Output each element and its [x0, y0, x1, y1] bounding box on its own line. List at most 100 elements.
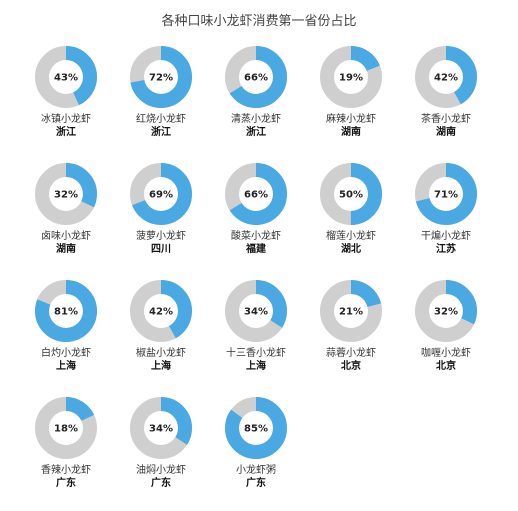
donut-value-arc: [320, 46, 382, 108]
donut-percent-label: 71%: [434, 190, 458, 201]
donut-percent-label: 32%: [434, 307, 458, 318]
donut-chart: 21%: [320, 280, 382, 342]
donut-chart: 71%: [415, 163, 477, 225]
donut-percent-label: 72%: [149, 73, 173, 84]
province-name: 上海: [151, 361, 171, 372]
flavor-name: 油焖小龙虾: [136, 465, 186, 476]
donut-percent-label: 69%: [149, 190, 173, 201]
donut-chart: 85%: [225, 397, 287, 459]
donut-value-arc: [35, 280, 97, 342]
province-name: 湖南: [56, 244, 76, 255]
donut-chart: 66%: [225, 46, 287, 108]
donut-item: 32% 卤味小龙虾湖南: [18, 162, 114, 266]
donut-value-arc: [35, 163, 97, 225]
flavor-name: 蒜蓉小龙虾: [326, 348, 376, 359]
flavor-name: 麻辣小龙虾: [326, 114, 376, 125]
flavor-name: 香辣小龙虾: [41, 465, 91, 476]
donut-item: 34% 油焖小龙虾广东: [113, 396, 209, 500]
donut-item: 85% 小龙虾粥广东: [208, 396, 304, 500]
flavor-name: 白灼小龙虾: [41, 348, 91, 359]
donut-item: 81% 白灼小龙虾上海: [18, 279, 114, 383]
donut-value-arc: [35, 46, 97, 108]
province-name: 广东: [56, 478, 76, 489]
donut-value-arc: [415, 163, 477, 225]
donut-chart: 72%: [130, 46, 192, 108]
donut-percent-label: 34%: [149, 424, 173, 435]
donut-value-arc: [415, 280, 477, 342]
flavor-name: 菠萝小龙虾: [136, 231, 186, 242]
province-name: 四川: [151, 244, 171, 255]
donut-chart: 43%: [35, 46, 97, 108]
donut-item: 34% 十三香小龙虾 上海: [208, 279, 304, 383]
province-name: 福建: [246, 244, 266, 255]
province-name: 广东: [151, 478, 171, 489]
flavor-name: 榴莲小龙虾: [326, 231, 376, 242]
donut-chart: 66%: [225, 163, 287, 225]
donut-chart: 69%: [130, 163, 192, 225]
province-name: 浙江: [246, 127, 266, 138]
donut-percent-label: 42%: [149, 307, 173, 318]
donut-item: 69% 菠萝小龙虾四川: [113, 162, 209, 266]
donut-chart: 19%: [320, 46, 382, 108]
donut-percent-label: 81%: [54, 307, 78, 318]
donut-chart: 42%: [130, 280, 192, 342]
donut-percent-label: 21%: [339, 307, 363, 318]
province-name: 湖北: [341, 244, 361, 255]
donut-item: 32% 咖喱小龙虾北京: [398, 279, 494, 383]
donut-percent-label: 66%: [244, 190, 268, 201]
donut-percent-label: 42%: [434, 73, 458, 84]
donut-chart: 50%: [320, 163, 382, 225]
donut-value-arc: [225, 46, 287, 108]
donut-item: 19% 麻辣小龙虾湖南: [303, 45, 399, 149]
province-name: 北京: [341, 361, 361, 372]
province-name: 北京: [436, 361, 456, 372]
donut-value-arc: [130, 46, 192, 108]
donut-percent-label: 32%: [54, 190, 78, 201]
donut-item: 72% 红烧小龙虾浙江: [113, 45, 209, 149]
donut-value-arc: [35, 397, 97, 459]
province-name: 湖南: [341, 127, 361, 138]
donut-item: 42% 椒盐小龙虾 上海: [113, 279, 209, 383]
flavor-name: 清蒸小龙虾: [231, 114, 281, 125]
donut-chart: 32%: [415, 280, 477, 342]
donut-chart: 18%: [35, 397, 97, 459]
flavor-name: 十三香小龙虾: [226, 348, 286, 359]
flavor-name: 小龙虾粥: [236, 465, 276, 476]
donut-value-arc: [225, 397, 287, 459]
donut-percent-label: 18%: [54, 424, 78, 435]
flavor-name: 干煸小龙虾: [421, 231, 471, 242]
province-name: 上海: [56, 361, 76, 372]
donut-item: 21% 蒜蓉小龙虾北京: [303, 279, 399, 383]
donut-percent-label: 85%: [244, 424, 268, 435]
flavor-name: 咖喱小龙虾: [421, 348, 471, 359]
province-name: 浙江: [56, 127, 76, 138]
donut-item: 71% 干煸小龙虾 江苏: [398, 162, 494, 266]
donut-item: 50% 榴莲小龙虾湖北: [303, 162, 399, 266]
donut-percent-label: 43%: [54, 73, 78, 84]
donut-item: 18% 香辣小龙虾广东: [18, 396, 114, 500]
donut-value-arc: [320, 163, 382, 225]
donut-percent-label: 66%: [244, 73, 268, 84]
donut-item: 42% 茶香小龙虾湖南: [398, 45, 494, 149]
donut-chart: 32%: [35, 163, 97, 225]
donut-item: 66% 酸菜小龙虾福建: [208, 162, 304, 266]
donut-chart: 42%: [415, 46, 477, 108]
flavor-name: 茶香小龙虾: [421, 114, 471, 125]
province-name: 湖南: [436, 127, 456, 138]
donut-percent-label: 50%: [339, 190, 363, 201]
province-name: 上海: [246, 361, 266, 372]
province-name: 浙江: [151, 127, 171, 138]
donut-chart: 34%: [130, 397, 192, 459]
donut-value-arc: [225, 163, 287, 225]
flavor-name: 冰镇小龙虾: [41, 114, 91, 125]
flavor-name: 酸菜小龙虾: [231, 231, 281, 242]
chart-title: 各种口味小龙虾消费第一省份占比: [161, 14, 357, 29]
flavor-name: 卤味小龙虾: [41, 231, 91, 242]
province-name: 广东: [246, 478, 266, 489]
donut-value-arc: [130, 397, 192, 459]
donut-value-arc: [130, 280, 192, 342]
donut-value-arc: [320, 280, 382, 342]
donut-item: 66% 清蒸小龙虾浙江: [208, 45, 304, 149]
flavor-name: 红烧小龙虾: [136, 114, 186, 125]
